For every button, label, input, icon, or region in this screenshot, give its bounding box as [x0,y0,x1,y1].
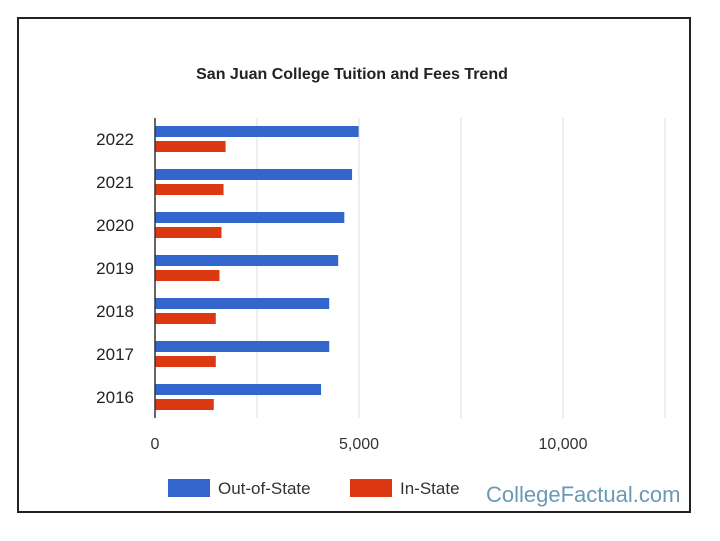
x-tick-label: 5,000 [339,436,379,453]
x-tick-label: 0 [151,436,160,453]
y-tick-label: 2019 [96,259,134,278]
bar-in-state-2021 [155,184,224,195]
y-tick-label: 2022 [96,130,134,149]
watermark: CollegeFactual.com [486,482,681,507]
bar-out-of-state-2021 [155,169,353,180]
y-tick-label: 2018 [96,302,134,321]
bar-out-of-state-2022 [155,126,359,137]
chart-title: San Juan College Tuition and Fees Trend [196,66,508,83]
bar-out-of-state-2018 [155,298,330,309]
y-tick-label: 2016 [96,388,134,407]
bar-in-state-2020 [155,227,222,238]
bar-out-of-state-2016 [155,384,322,395]
bar-in-state-2017 [155,356,216,367]
bar-out-of-state-2020 [155,212,345,223]
y-tick-label: 2021 [96,173,134,192]
y-tick-label: 2017 [96,345,134,364]
chart-frame [17,17,691,513]
legend-label: Out-of-State [218,479,311,498]
bar-in-state-2016 [155,399,214,410]
legend-swatch [350,479,392,497]
bar-in-state-2022 [155,141,226,152]
y-tick-label: 2020 [96,216,134,235]
bar-out-of-state-2017 [155,341,330,352]
bar-in-state-2018 [155,313,216,324]
legend-swatch [168,479,210,497]
x-tick-label: 10,000 [539,436,588,453]
bar-out-of-state-2019 [155,255,339,266]
bar-in-state-2019 [155,270,220,281]
legend-label: In-State [400,479,460,498]
